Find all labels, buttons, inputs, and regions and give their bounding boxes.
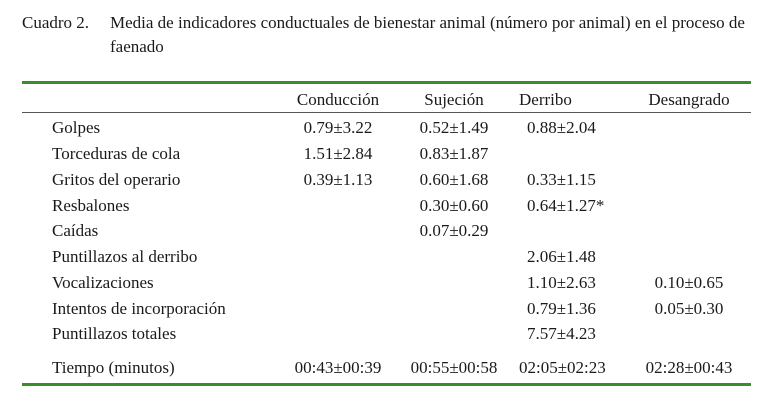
table-cell: 0.79±3.22	[303, 118, 373, 137]
caption-text: Media de indicadores conductuales de bie…	[110, 13, 745, 56]
column-header-sujecion: Sujeción	[424, 90, 484, 109]
table-cell: 7.57±4.23	[527, 324, 596, 343]
row-label: Puntillazos totales	[52, 324, 177, 343]
row-label: Gritos del operario	[52, 170, 181, 189]
table-cell: 1.10±2.63	[527, 273, 596, 292]
column-header-conduccion: Conducción	[296, 90, 380, 109]
table-cell: 0.60±1.68	[419, 170, 489, 189]
table-cell: 02:28±00:43	[645, 358, 733, 377]
header-rule	[22, 112, 751, 113]
bottom-rule	[22, 383, 751, 386]
row-label: Vocalizaciones	[52, 273, 154, 292]
caption-label: Cuadro 2.	[22, 13, 90, 32]
row-label: Intentos de incorporación	[52, 299, 226, 318]
column-header-derribo: Derribo	[519, 90, 572, 109]
column-header-desangrado: Desangrado	[648, 90, 730, 109]
table-cell: 0.64±1.27*	[527, 196, 605, 215]
table-cell: 0.10±0.65	[654, 273, 724, 292]
table-cell: 00:43±00:39	[294, 358, 382, 377]
table-cell: 0.88±2.04	[527, 118, 596, 137]
top-rule	[22, 81, 751, 84]
row-label: Torceduras de cola	[52, 144, 181, 163]
table-cell: 0.33±1.15	[527, 170, 596, 189]
table-cell: 1.51±2.84	[303, 144, 373, 163]
table-cell: 0.30±0.60	[419, 196, 489, 215]
row-label: Puntillazos al derribo	[52, 247, 198, 266]
row-label: Tiempo (minutos)	[52, 358, 175, 377]
row-label: Resbalones	[52, 196, 130, 215]
table-cell: 2.06±1.48	[527, 247, 596, 266]
table-cell: 0.52±1.49	[419, 118, 489, 137]
table-cell: 00:55±00:58	[410, 358, 498, 377]
row-label: Golpes	[52, 118, 101, 137]
table-cell: 02:05±02:23	[519, 358, 606, 377]
table-cell: 0.39±1.13	[303, 170, 373, 189]
table-cell: 0.79±1.36	[527, 299, 596, 318]
row-label: Caídas	[52, 221, 99, 240]
table-cell: 0.05±0.30	[654, 299, 724, 318]
table-cell: 0.07±0.29	[419, 221, 489, 240]
table-cell: 0.83±1.87	[419, 144, 489, 163]
